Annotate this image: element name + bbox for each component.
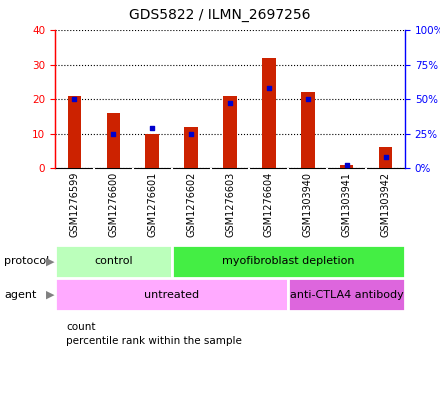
Point [227,100,234,106]
Bar [55,245,172,278]
Text: percentile rank within the sample: percentile rank within the sample [66,336,242,346]
Point [110,130,117,137]
Text: GSM1276601: GSM1276601 [147,172,157,237]
Point [71,96,78,102]
Text: GDS5822 / ILMN_2697256: GDS5822 / ILMN_2697256 [129,8,311,22]
Text: GSM1276603: GSM1276603 [225,172,235,237]
Text: GSM1276604: GSM1276604 [264,172,274,237]
Text: GSM1276600: GSM1276600 [108,172,118,237]
Point [343,162,350,168]
Bar [106,113,120,168]
Point [382,154,389,160]
Text: protocol: protocol [4,257,50,266]
Text: ▶: ▶ [46,257,55,266]
Point [265,85,272,91]
Bar [184,127,198,168]
Bar [55,278,288,311]
Text: GSM1276599: GSM1276599 [70,172,80,237]
Bar [172,245,405,278]
Bar [262,58,276,168]
Text: GSM1303940: GSM1303940 [303,172,313,237]
Bar [145,134,159,168]
Text: myofibroblast depletion: myofibroblast depletion [222,257,355,266]
Text: untreated: untreated [144,290,199,299]
Point [187,130,194,137]
Text: GSM1303941: GSM1303941 [342,172,352,237]
Bar [340,165,353,168]
Text: count: count [66,322,95,332]
Text: GSM1303942: GSM1303942 [381,172,391,237]
Bar [301,92,315,168]
Text: ▶: ▶ [46,290,55,299]
Text: GSM1276602: GSM1276602 [186,172,196,237]
Bar [288,278,405,311]
Point [304,96,311,102]
Text: control: control [94,257,132,266]
Bar [223,95,237,168]
Bar [68,95,81,168]
Text: agent: agent [4,290,37,299]
Bar [379,147,392,168]
Point [149,125,156,131]
Text: anti-CTLA4 antibody: anti-CTLA4 antibody [290,290,403,299]
